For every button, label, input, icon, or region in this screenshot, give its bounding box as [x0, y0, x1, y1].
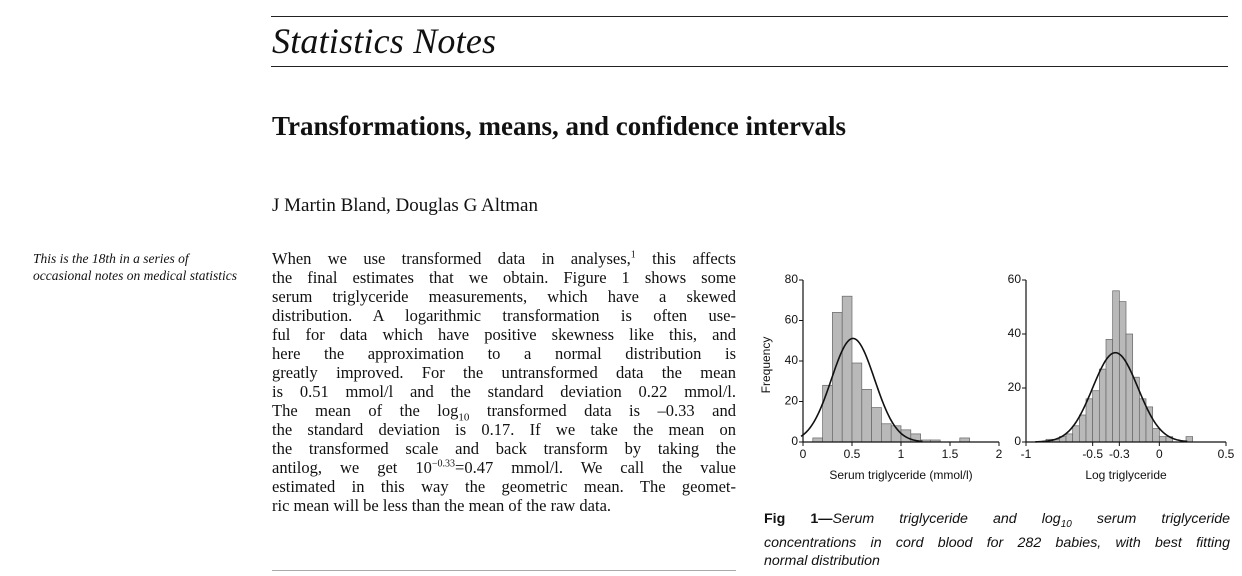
histogram-bar — [1098, 368, 1107, 443]
normal-fit-curve — [800, 337, 923, 443]
body-line: The mean of the log10 transformed data i… — [272, 401, 736, 424]
cut-off-text-line — [272, 568, 736, 576]
section-rule — [271, 66, 1228, 67]
y-tick-label: 40 — [785, 353, 799, 367]
histogram-bar — [841, 295, 853, 443]
chart-log-triglyceride: -1 -0.5 -0.3 0 0.5 0 20 40 60 Log triglyceride — [1008, 272, 1235, 482]
x-tick-label: 0 — [800, 447, 807, 461]
y-tick-label: 0 — [1014, 434, 1021, 448]
y-axis-label: Frequency — [759, 337, 773, 394]
article-title: Transformations, means, and confidence i… — [272, 111, 846, 141]
y-tick-label: 40 — [1008, 326, 1022, 340]
histogram-bar — [1065, 433, 1074, 443]
histogram-bar — [1085, 398, 1094, 443]
section-title: Statistics Notes — [272, 21, 497, 61]
histogram-bar — [959, 437, 970, 443]
histogram-bar — [1118, 301, 1127, 443]
normal-fit-curve — [1035, 351, 1188, 443]
histogram-bar — [822, 384, 833, 443]
histogram-bar — [881, 423, 892, 443]
x-tick-label: -1 — [1021, 447, 1032, 461]
body-line: the standard deviation is 0.17. If we ta… — [272, 420, 736, 439]
x-axis-label: Serum triglyceride (mmol/l) — [829, 468, 972, 482]
body-line: the final estimates that we obtain. Figu… — [272, 268, 736, 287]
histogram-bar — [1078, 414, 1087, 443]
histogram-bar — [1072, 425, 1080, 443]
body-line: antilog, we get 10−0.33=0.47 mmol/l. We … — [272, 458, 736, 477]
authors: J Martin Bland, Douglas G Altman — [272, 195, 538, 216]
body-line: distribution. A logarithmic transformati… — [272, 306, 736, 325]
x-tick-label: 1 — [898, 447, 905, 461]
y-tick-label: 20 — [1008, 380, 1022, 394]
histogram-bar — [1125, 333, 1134, 443]
histogram-bar — [1092, 390, 1100, 443]
figure-caption: Fig 1—Serum triglyceride and log10 serum… — [764, 511, 1230, 569]
histogram-bar — [1112, 290, 1120, 443]
x-tick-label: 1.5 — [942, 447, 959, 461]
y-tick-label: 60 — [1008, 272, 1022, 286]
reference-marker: 1 — [630, 249, 636, 261]
y-tick-label: 80 — [785, 272, 799, 286]
x-tick-label: 0.5 — [1218, 447, 1235, 461]
histogram-bar — [861, 388, 872, 443]
y-tick-label: 60 — [785, 313, 799, 327]
histogram-bar — [832, 312, 843, 443]
top-rule — [271, 16, 1228, 17]
sidenote: This is the 18th in a series of occasion… — [33, 251, 237, 283]
histogram-bar — [1152, 428, 1160, 443]
body-text: When we use transformed data in analyses… — [272, 249, 736, 515]
y-tick-label: 0 — [791, 434, 798, 448]
histogram-bar — [900, 429, 912, 443]
body-line: ful for data which have positive skewnes… — [272, 325, 736, 344]
y-tick-label: 20 — [785, 394, 799, 408]
caption-label: Fig 1— — [764, 511, 833, 527]
body-line: ric mean will be less than the mean of t… — [272, 496, 612, 515]
body-line: serum triglyceride measurements, which h… — [272, 287, 736, 306]
body-line: greatly improved. For the untransformed … — [272, 363, 736, 382]
x-tick-label: 0 — [1156, 447, 1163, 461]
body-line: estimated in this way the geometric mean… — [272, 477, 736, 496]
x-tick-label: 0.5 — [844, 447, 861, 461]
x-axis-label: Log triglyceride — [1085, 468, 1167, 482]
body-line: When we use transformed data in analyses… — [272, 249, 736, 268]
histogram-bar — [812, 437, 823, 443]
x-tick-label: -0.3 — [1109, 447, 1130, 461]
x-tick-label: -0.5 — [1082, 447, 1103, 461]
histogram-bar — [871, 407, 882, 443]
x-tick-label: 2 — [996, 447, 1003, 461]
body-line: the transformed scale and back transform… — [272, 439, 736, 458]
body-line: here the approximation to a normal distr… — [272, 344, 736, 363]
body-line: is 0.51 mmol/l and the standard deviatio… — [272, 382, 736, 401]
histogram-bar — [851, 362, 863, 443]
histogram-bar — [1158, 436, 1167, 443]
